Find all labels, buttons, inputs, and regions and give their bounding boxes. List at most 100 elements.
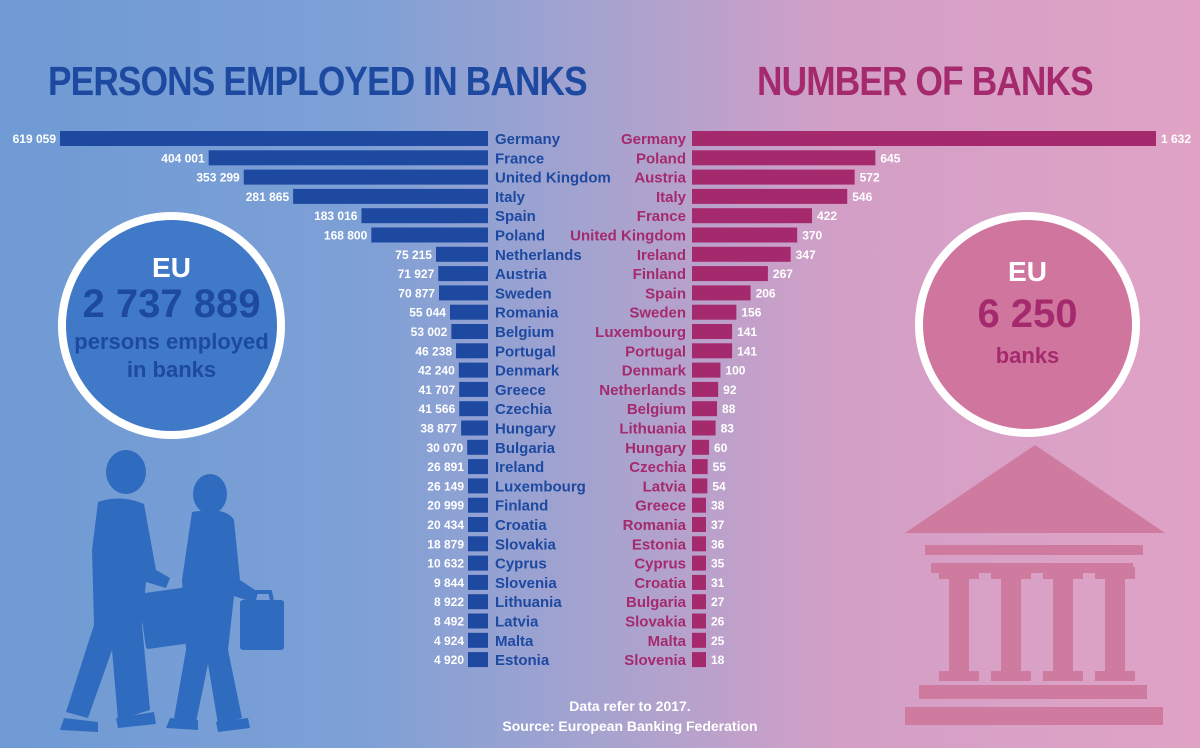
employed-country-label: Bulgaria [495, 440, 556, 457]
banks-country-label: Slovakia [625, 614, 687, 631]
banks-value-label: 645 [880, 151, 900, 165]
banks-bar [692, 574, 706, 590]
employed-value-label: 8 492 [434, 615, 464, 629]
banks-bar [692, 131, 1156, 146]
employed-country-label: Luxembourg [495, 478, 586, 495]
employed-value-label: 18 879 [427, 537, 464, 551]
employed-bar [468, 555, 488, 571]
banks-value-label: 156 [741, 306, 761, 320]
banks-value-label: 141 [737, 325, 757, 339]
banks-bar [692, 478, 708, 494]
banks-country-label: Cyprus [634, 556, 686, 573]
employed-value-label: 53 002 [411, 325, 448, 339]
employed-bar [468, 632, 488, 648]
banks-bar [692, 594, 706, 610]
employed-value-label: 55 044 [409, 306, 446, 320]
employed-country-label: Netherlands [495, 247, 582, 264]
employed-bar [243, 169, 488, 185]
employed-bar [468, 594, 488, 610]
banks-bar [692, 517, 706, 532]
employed-bar [468, 536, 488, 552]
banks-value-label: 25 [711, 634, 725, 648]
banks-value-label: 36 [711, 537, 725, 551]
banks-chart-title: NUMBER OF BANKS [757, 58, 1094, 104]
employed-bar [461, 420, 488, 436]
employed-country-label: Poland [495, 228, 545, 245]
employed-country-label: Malta [495, 633, 534, 650]
banks-country-label: Czechia [629, 459, 686, 476]
employed-bar [468, 497, 488, 513]
banks-bar [692, 381, 719, 397]
employed-value-label: 10 632 [427, 557, 464, 571]
employed-bar [449, 304, 488, 320]
employed-bar [468, 459, 488, 475]
banks-country-label: Estonia [632, 536, 687, 553]
banks-country-label: Slovenia [624, 652, 686, 669]
employed-country-label: Croatia [495, 517, 547, 534]
employed-value-label: 619 059 [13, 132, 57, 146]
banks-value-label: 54 [712, 479, 726, 493]
employed-country-label: Austria [495, 266, 547, 283]
banks-bar [692, 227, 798, 243]
employed-bar [459, 381, 488, 397]
employed-country-label: Portugal [495, 343, 556, 360]
banks-bar [692, 555, 706, 571]
banks-value-label: 92 [723, 383, 737, 397]
banks-bar [692, 208, 812, 224]
employed-bar [459, 401, 488, 417]
employed-bar [468, 613, 488, 629]
banks-bar [692, 150, 876, 166]
banks-country-label: Malta [648, 633, 687, 650]
banks-value-label: 267 [773, 267, 793, 281]
eu-banks-label: EU [1008, 256, 1047, 287]
banks-value-label: 55 [713, 460, 727, 474]
banks-bar [692, 536, 706, 552]
employed-bar [438, 285, 488, 301]
employed-value-label: 20 434 [427, 518, 464, 532]
employed-value-label: 71 927 [398, 267, 435, 281]
employed-country-label: Germany [495, 131, 561, 148]
eu-employed-caption-line2: in banks [126, 357, 217, 382]
footnote-source: Source: European Banking Federation [502, 718, 758, 734]
employed-value-label: 30 070 [427, 441, 464, 455]
employed-value-label: 41 566 [419, 402, 456, 416]
banks-bar [692, 497, 706, 513]
banks-country-label: Latvia [643, 478, 687, 495]
banks-bar [692, 246, 791, 262]
banks-country-label: Ireland [637, 247, 686, 264]
banks-bar [692, 632, 706, 648]
employed-country-label: Sweden [495, 285, 552, 302]
employed-bar [435, 246, 488, 262]
banks-value-label: 206 [756, 286, 776, 300]
employed-country-label: Finland [495, 498, 548, 515]
employed-value-label: 353 299 [196, 171, 240, 185]
banks-country-label: Bulgaria [626, 594, 687, 611]
employed-value-label: 183 016 [314, 209, 358, 223]
employed-value-label: 404 001 [161, 151, 205, 165]
employed-value-label: 70 877 [398, 286, 435, 300]
employed-value-label: 9 844 [434, 576, 464, 590]
banks-country-label: Greece [635, 498, 686, 515]
employed-country-label: Slovakia [495, 536, 557, 553]
employed-country-label: Belgium [495, 324, 554, 341]
employed-chart-title: PERSONS EMPLOYED IN BANKS [48, 58, 588, 104]
employed-value-label: 42 240 [418, 364, 455, 378]
banks-country-label: Portugal [625, 343, 686, 360]
banks-country-label: United Kingdom [570, 228, 686, 245]
employed-country-label: Cyprus [495, 556, 547, 573]
employed-value-label: 75 215 [395, 248, 432, 262]
banks-value-label: 347 [796, 248, 816, 262]
employed-country-label: Latvia [495, 614, 539, 631]
banks-value-label: 100 [725, 364, 745, 378]
banks-value-label: 26 [711, 615, 725, 629]
employed-value-label: 281 865 [246, 190, 290, 204]
banks-value-label: 422 [817, 209, 837, 223]
banks-bar [692, 266, 768, 282]
employed-value-label: 4 924 [434, 634, 464, 648]
banks-bar [692, 169, 855, 185]
banks-country-label: Netherlands [599, 382, 686, 399]
banks-bar [692, 401, 718, 417]
banks-bar [692, 304, 737, 320]
employed-bar [293, 188, 488, 204]
eu-employed-badge: EU 2 737 889 persons employed in banks [58, 212, 285, 439]
